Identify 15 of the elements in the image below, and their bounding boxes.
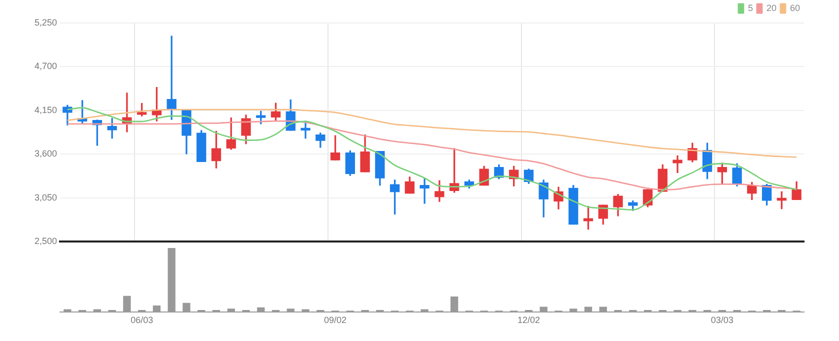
x-tick-label: 03/03 xyxy=(710,315,734,326)
candlestick xyxy=(420,178,430,204)
candlestick xyxy=(672,155,682,174)
x-tick-label: 06/03 xyxy=(130,315,154,326)
y-tick-label: 3,600 xyxy=(34,148,57,159)
x-tick-label: 09/02 xyxy=(324,315,347,326)
y-tick-label: 3,050 xyxy=(34,192,57,202)
y-tick-label: 4,150 xyxy=(34,104,57,115)
legend-label: 60 xyxy=(790,2,800,13)
y-tick-label: 5,250 xyxy=(34,17,57,28)
legend-label: 5 xyxy=(748,2,753,13)
legend-label: 20 xyxy=(766,2,776,13)
y-tick-label: 4,700 xyxy=(34,61,57,72)
y-tick-label: 2,500 xyxy=(34,236,57,246)
x-tick-label: 12/02 xyxy=(517,315,540,326)
